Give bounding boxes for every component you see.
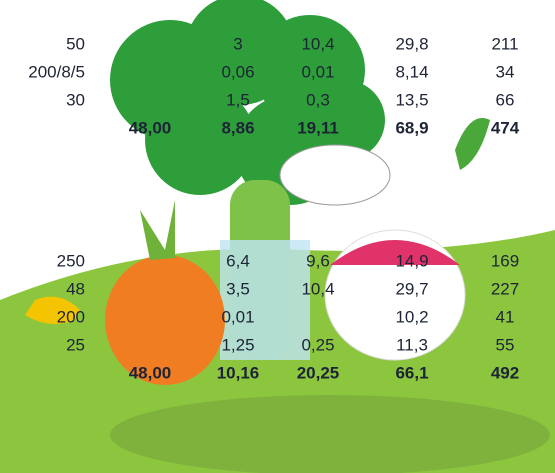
cell: 66 — [496, 90, 515, 109]
cell: 55 — [496, 335, 515, 354]
cell: 3,5 — [226, 279, 250, 298]
cell: 169 — [491, 251, 519, 270]
cell: 29,8 — [395, 34, 428, 53]
total-cell: 48,00 — [129, 118, 172, 137]
cell: 14,9 — [395, 251, 428, 270]
cell: 29,7 — [395, 279, 428, 298]
cell: 34 — [496, 62, 515, 81]
chef-hat — [280, 145, 390, 205]
cell: 200 — [57, 307, 85, 326]
screen: 50 3 10,4 29,8 211 200/8/5 0,06 0,01 8,14 34 30 1,5… — [0, 0, 555, 473]
shadow — [110, 395, 550, 473]
cell: 1,25 — [221, 335, 254, 354]
total-cell: 68,9 — [395, 118, 428, 137]
cell: 0,01 — [221, 307, 254, 326]
cell: 10,4 — [301, 34, 334, 53]
total-cell: 19,11 — [297, 118, 339, 137]
cell: 50 — [66, 34, 85, 53]
total-cell: 48,00 — [129, 363, 172, 382]
cell: 0,25 — [301, 335, 334, 354]
cell: 227 — [491, 279, 519, 298]
total-cell: 20,25 — [297, 363, 340, 382]
cell: 250 — [57, 251, 85, 270]
cell: 41 — [496, 307, 515, 326]
cell: 48 — [66, 279, 85, 298]
cell: 25 — [66, 335, 85, 354]
cell: 13,5 — [395, 90, 428, 109]
total-cell: 474 — [491, 118, 520, 137]
cell: 211 — [491, 34, 518, 53]
cell: 9,6 — [306, 251, 330, 270]
cell: 8,14 — [395, 62, 428, 81]
cell: 0,06 — [221, 62, 254, 81]
total-cell: 10,16 — [217, 363, 260, 382]
total-cell: 8,86 — [221, 118, 254, 137]
total-cell: 492 — [491, 363, 519, 382]
cell: 200/8/5 — [28, 62, 85, 81]
cell: 1,5 — [226, 90, 250, 109]
total-cell: 66,1 — [395, 363, 428, 382]
cell: 10,4 — [301, 279, 334, 298]
cell: 3 — [233, 34, 242, 53]
cell: 10,2 — [395, 307, 428, 326]
cell: 0,01 — [301, 62, 334, 81]
cell: 11,3 — [396, 335, 428, 354]
cell: 6,4 — [226, 251, 250, 270]
cell: 0,3 — [306, 90, 330, 109]
cell: 30 — [66, 90, 85, 109]
